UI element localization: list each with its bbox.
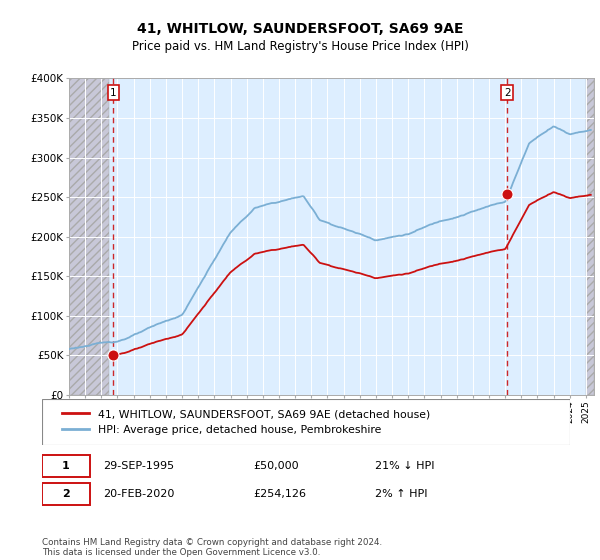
Legend: 41, WHITLOW, SAUNDERSFOOT, SA69 9AE (detached house), HPI: Average price, detach: 41, WHITLOW, SAUNDERSFOOT, SA69 9AE (det… xyxy=(58,405,434,440)
Text: 2: 2 xyxy=(62,489,70,499)
Text: 20-FEB-2020: 20-FEB-2020 xyxy=(103,489,174,499)
Text: 1: 1 xyxy=(110,87,117,97)
FancyBboxPatch shape xyxy=(42,455,89,477)
Text: 1: 1 xyxy=(62,461,70,471)
Text: 41, WHITLOW, SAUNDERSFOOT, SA69 9AE: 41, WHITLOW, SAUNDERSFOOT, SA69 9AE xyxy=(137,22,463,36)
Polygon shape xyxy=(69,78,109,395)
Text: 29-SEP-1995: 29-SEP-1995 xyxy=(103,461,174,471)
Text: 21% ↓ HPI: 21% ↓ HPI xyxy=(374,461,434,471)
Text: 2% ↑ HPI: 2% ↑ HPI xyxy=(374,489,427,499)
Text: £50,000: £50,000 xyxy=(253,461,299,471)
Text: 2: 2 xyxy=(504,87,511,97)
Text: Price paid vs. HM Land Registry's House Price Index (HPI): Price paid vs. HM Land Registry's House … xyxy=(131,40,469,53)
Polygon shape xyxy=(586,78,594,395)
FancyBboxPatch shape xyxy=(42,483,89,505)
Text: Contains HM Land Registry data © Crown copyright and database right 2024.
This d: Contains HM Land Registry data © Crown c… xyxy=(42,538,382,557)
Text: £254,126: £254,126 xyxy=(253,489,306,499)
FancyBboxPatch shape xyxy=(42,399,570,445)
